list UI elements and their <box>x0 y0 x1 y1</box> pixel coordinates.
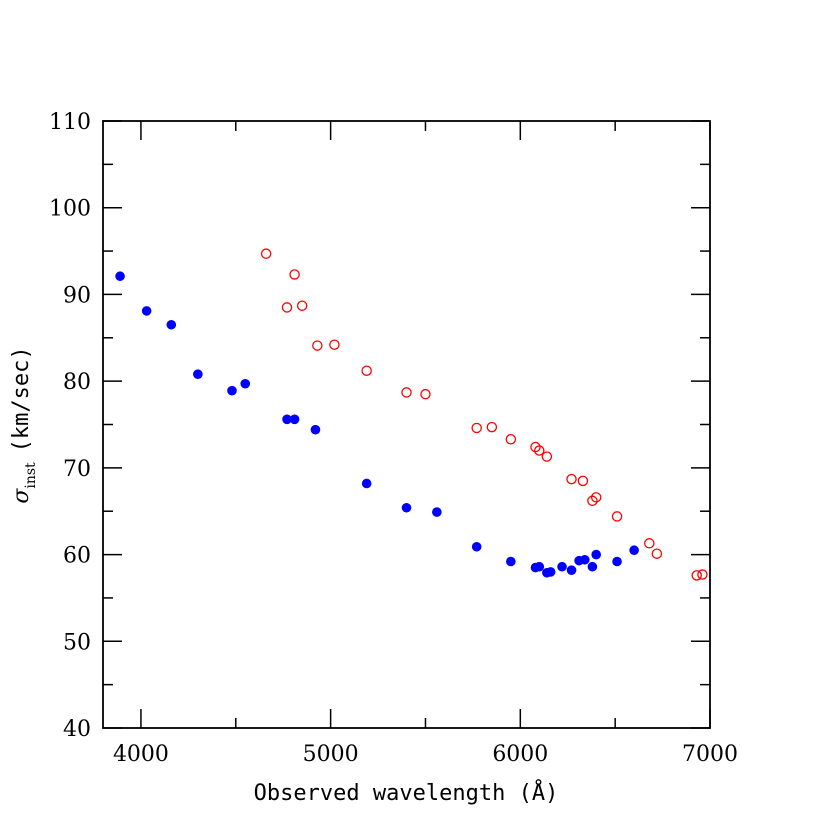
data-point <box>227 385 237 396</box>
data-point <box>587 495 598 507</box>
data-point <box>691 570 702 581</box>
y-axis-label-subscript: inst <box>23 462 39 489</box>
data-point <box>590 492 602 503</box>
data-point <box>566 565 577 575</box>
data-point <box>361 365 372 376</box>
data-point <box>289 269 300 280</box>
data-point <box>486 421 498 433</box>
data-point <box>432 507 442 517</box>
data-point <box>329 339 340 350</box>
y-tick-label: 90 <box>63 283 91 308</box>
data-point <box>115 271 125 282</box>
data-point <box>545 567 556 577</box>
data-point <box>587 561 598 572</box>
data-point <box>697 569 708 580</box>
data-point <box>471 541 482 552</box>
data-point <box>240 378 251 389</box>
data-point <box>361 478 372 489</box>
x-tick-label: 5000 <box>303 742 359 767</box>
x-tick-label: 6000 <box>492 742 548 767</box>
data-point <box>580 554 590 565</box>
data-point <box>193 369 203 380</box>
series-1 <box>115 271 639 578</box>
data-point <box>310 424 321 435</box>
data-point <box>534 445 545 456</box>
svg-text:σinst(km/sec): σinst (km/sec) <box>9 346 39 503</box>
data-point <box>577 475 589 487</box>
x-tick-label: 4000 <box>113 742 169 767</box>
data-point <box>506 556 516 567</box>
plot-frame <box>102 120 711 729</box>
data-points <box>115 248 708 581</box>
data-point <box>530 441 541 453</box>
data-point <box>312 340 323 351</box>
x-axis-label: Observed wavelength (Å) <box>254 779 559 806</box>
tick-labels: 4000 5000 6000 7000 40 50 60 70 80 90 100 110 <box>49 110 738 767</box>
data-point <box>420 388 431 400</box>
data-point <box>541 451 553 462</box>
data-point <box>566 473 577 485</box>
data-point <box>166 319 177 330</box>
data-point <box>296 300 308 311</box>
data-point <box>281 302 293 313</box>
data-point <box>141 306 152 316</box>
data-point <box>505 433 517 445</box>
data-point <box>629 545 639 556</box>
data-point <box>557 561 567 572</box>
data-point <box>591 549 601 560</box>
data-point <box>401 387 412 398</box>
x-tick-label: 7000 <box>682 742 738 767</box>
data-point <box>644 538 655 549</box>
y-axis-label-symbol: σ <box>9 488 34 504</box>
data-point <box>401 502 412 513</box>
data-point <box>651 548 663 559</box>
y-tick-label: 80 <box>63 370 91 395</box>
y-tick-label: 110 <box>49 110 91 135</box>
data-point <box>612 556 622 567</box>
y-axis-label: σinst (km/sec) <box>9 346 39 503</box>
y-axis-label-units: (km/sec) <box>9 346 34 452</box>
data-point <box>534 561 545 572</box>
data-point <box>611 511 623 522</box>
y-tick-label: 60 <box>63 544 91 569</box>
data-point <box>471 422 482 434</box>
series-2 <box>260 248 708 581</box>
y-tick-label: 40 <box>63 717 91 742</box>
y-tick-label: 100 <box>49 197 91 222</box>
data-point <box>289 414 300 425</box>
data-point <box>260 248 272 259</box>
y-tick-label: 70 <box>63 457 91 482</box>
y-tick-label: 50 <box>63 630 91 655</box>
